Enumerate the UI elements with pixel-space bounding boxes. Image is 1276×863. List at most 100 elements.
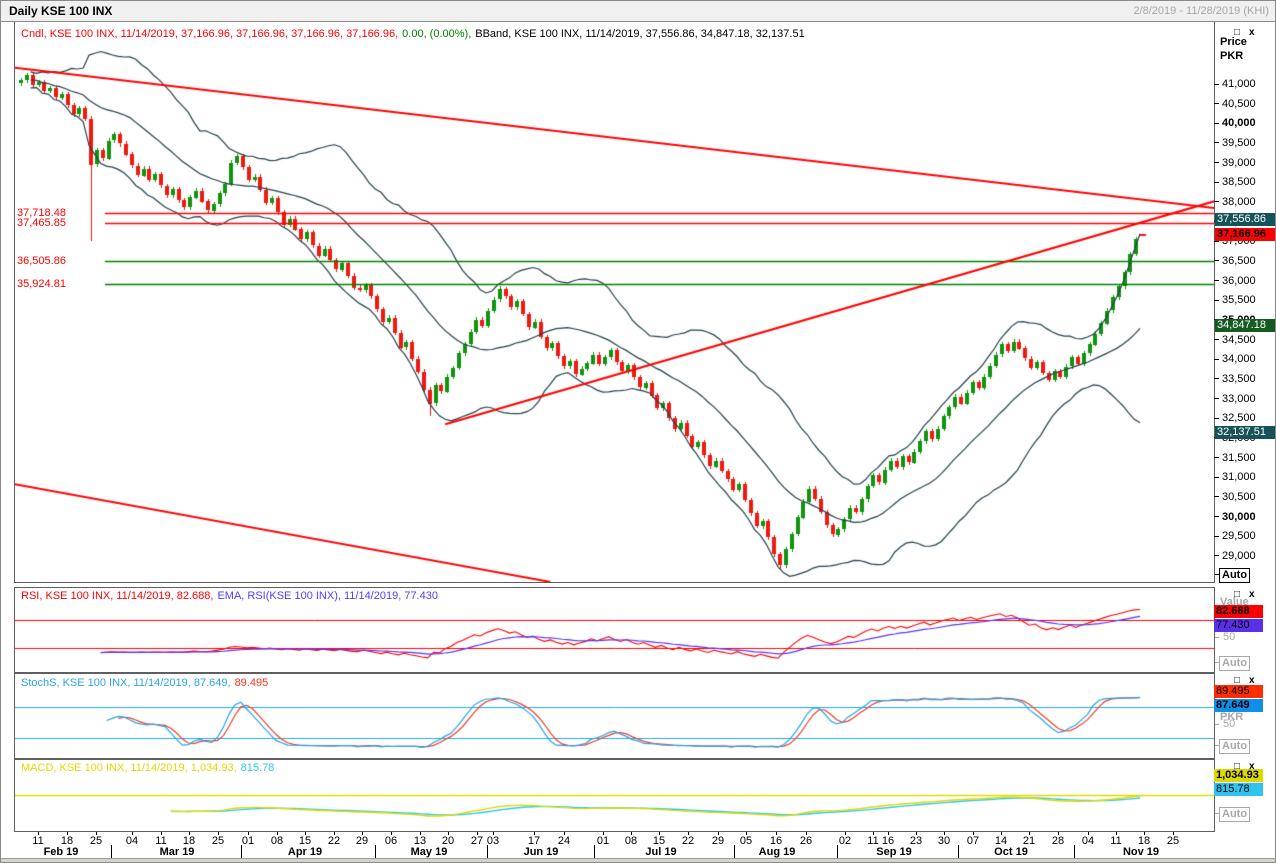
price-tick-mark <box>1214 260 1219 262</box>
stoch-legend-text: StochS, KSE 100 INX, 11/14/2019, 87.649, <box>21 677 231 689</box>
chart-title-bar: Daily KSE 100 INX 2/8/2019 - 11/28/2019 … <box>1 1 1275 22</box>
time-tick-mark <box>477 832 478 835</box>
tick-mark <box>1214 662 1219 663</box>
close-icon[interactable]: x <box>1249 675 1255 686</box>
candle-legend-text: Cndl, KSE 100 INX, 11/14/2019, 37,166.96… <box>21 28 399 40</box>
date-range-label: 2/8/2019 - 11/28/2019 (KHI) <box>1133 5 1269 17</box>
time-tick-label: 06 <box>384 835 398 847</box>
time-tick-label: 14 <box>994 835 1008 847</box>
time-tick-mark <box>1088 832 1089 835</box>
rsi-legend: RSI, KSE 100 INX, 11/14/2019, 82.688, EMA… <box>21 590 442 602</box>
month-separator <box>241 845 242 858</box>
time-tick-label: 11 <box>155 835 167 847</box>
time-tick-label: 01 <box>596 835 610 847</box>
time-tick-mark <box>38 832 39 835</box>
time-axis: 11 18 25 04 11 18 25 01 08 15 22 29 06 13 20 27 03 17 24 01… <box>1 832 1215 858</box>
time-tick-label: 30 <box>937 835 951 847</box>
price-tick-label: 33,500 <box>1222 372 1256 385</box>
price-tick-label: 38,000 <box>1222 195 1256 208</box>
time-tick-mark <box>96 832 97 835</box>
time-tick-label: 18 <box>60 835 74 847</box>
price-tick-label: 35,500 <box>1222 294 1256 307</box>
price-tick-mark <box>1214 240 1219 242</box>
time-tick-mark <box>776 832 777 835</box>
price-tick-label: 30,500 <box>1222 490 1256 503</box>
rsi-ema-badge: 77.430 <box>1214 618 1263 632</box>
time-tick-mark <box>718 832 719 835</box>
month-label: Mar 19 <box>159 846 195 858</box>
time-tick-label: 24 <box>557 835 571 847</box>
time-tick-mark <box>688 832 689 835</box>
time-tick-label: 11 <box>1110 835 1122 847</box>
time-tick-label: 11 <box>867 835 879 847</box>
maximize-icon[interactable]: □ <box>1234 675 1241 686</box>
window-bottom-edge <box>1 858 1275 862</box>
time-tick-label: 08 <box>624 835 638 847</box>
price-tick-mark <box>1214 280 1219 282</box>
price-tick-label: 41,000 <box>1222 78 1256 90</box>
time-tick-label: 22 <box>681 835 695 847</box>
price-tick-mark <box>1214 122 1219 124</box>
time-tick-label: 25 <box>1166 835 1180 847</box>
time-tick-label: 25 <box>211 835 225 847</box>
level-price-label: 37,718.48 <box>17 207 66 220</box>
price-tick-label: 34,500 <box>1222 333 1256 346</box>
price-tick-mark <box>1214 516 1219 518</box>
time-tick-mark <box>362 832 363 835</box>
maximize-icon[interactable]: □ <box>1234 27 1241 38</box>
time-tick-label: 28 <box>1051 835 1065 847</box>
rsi-mid-tick: 50 <box>1223 631 1236 643</box>
price-tick-label: 31,000 <box>1222 471 1256 484</box>
stoch-axis-auto-button[interactable]: Auto <box>1219 739 1251 754</box>
price-chart-canvas[interactable] <box>15 23 1214 582</box>
time-tick-mark <box>161 832 162 835</box>
price-tick-label: 32,500 <box>1222 412 1256 425</box>
time-tick-mark <box>603 832 604 835</box>
price-axis-auto-button[interactable]: Auto <box>1219 568 1251 583</box>
close-icon[interactable]: x <box>1249 27 1255 38</box>
maximize-icon[interactable]: □ <box>1234 589 1241 600</box>
time-tick-mark <box>1144 832 1145 835</box>
time-tick-label: 11 <box>32 835 44 847</box>
price-axis-title: Price <box>1220 36 1247 48</box>
time-tick-mark <box>67 832 68 835</box>
time-tick-label: 25 <box>89 835 103 847</box>
time-tick-mark <box>420 832 421 835</box>
stoch-chart-canvas[interactable] <box>15 673 1214 757</box>
price-tick-label: 31,500 <box>1222 451 1256 464</box>
price-tick-mark <box>1214 142 1219 144</box>
time-tick-label: 15 <box>652 835 666 847</box>
time-tick-label: 17 <box>527 835 541 847</box>
price-tick-mark <box>1214 201 1219 203</box>
tick-mark <box>1214 637 1219 638</box>
close-icon[interactable]: x <box>1249 761 1255 772</box>
price-legend: Cndl, KSE 100 INX, 11/14/2019, 37,166.96… <box>21 28 809 40</box>
rsi-chart-canvas[interactable] <box>15 588 1214 672</box>
price-tick-mark <box>1214 535 1219 537</box>
stoch-k-badge: 87.649 <box>1214 698 1263 712</box>
time-tick-label: 07 <box>966 835 980 847</box>
macd-chart-canvas[interactable] <box>15 759 1214 831</box>
price-tick-label: 36,000 <box>1222 274 1256 287</box>
maximize-icon[interactable]: □ <box>1234 761 1241 772</box>
time-tick-label: 15 <box>298 835 312 847</box>
price-tick-label: 34,000 <box>1222 353 1256 366</box>
macd-signal-legend-text: 815.78 <box>240 762 275 774</box>
price-tick-label: 36,500 <box>1222 254 1256 267</box>
tick-mark <box>1214 724 1219 725</box>
time-tick-label: 03 <box>486 835 500 847</box>
time-tick-mark <box>944 832 945 835</box>
time-tick-mark <box>564 832 565 835</box>
time-tick-mark <box>873 832 874 835</box>
price-axis-unit: PKR <box>1220 50 1244 62</box>
rsi-axis-auto-button[interactable]: Auto <box>1219 656 1251 671</box>
month-separator <box>837 845 838 858</box>
time-tick-mark <box>746 832 747 835</box>
rsi-value-badge: 82.688 <box>1214 605 1263 618</box>
month-separator <box>734 845 735 858</box>
price-tick-mark <box>1214 417 1219 419</box>
time-tick-mark <box>916 832 917 835</box>
close-icon[interactable]: x <box>1249 589 1255 600</box>
macd-axis-auto-button[interactable]: Auto <box>1219 807 1251 822</box>
